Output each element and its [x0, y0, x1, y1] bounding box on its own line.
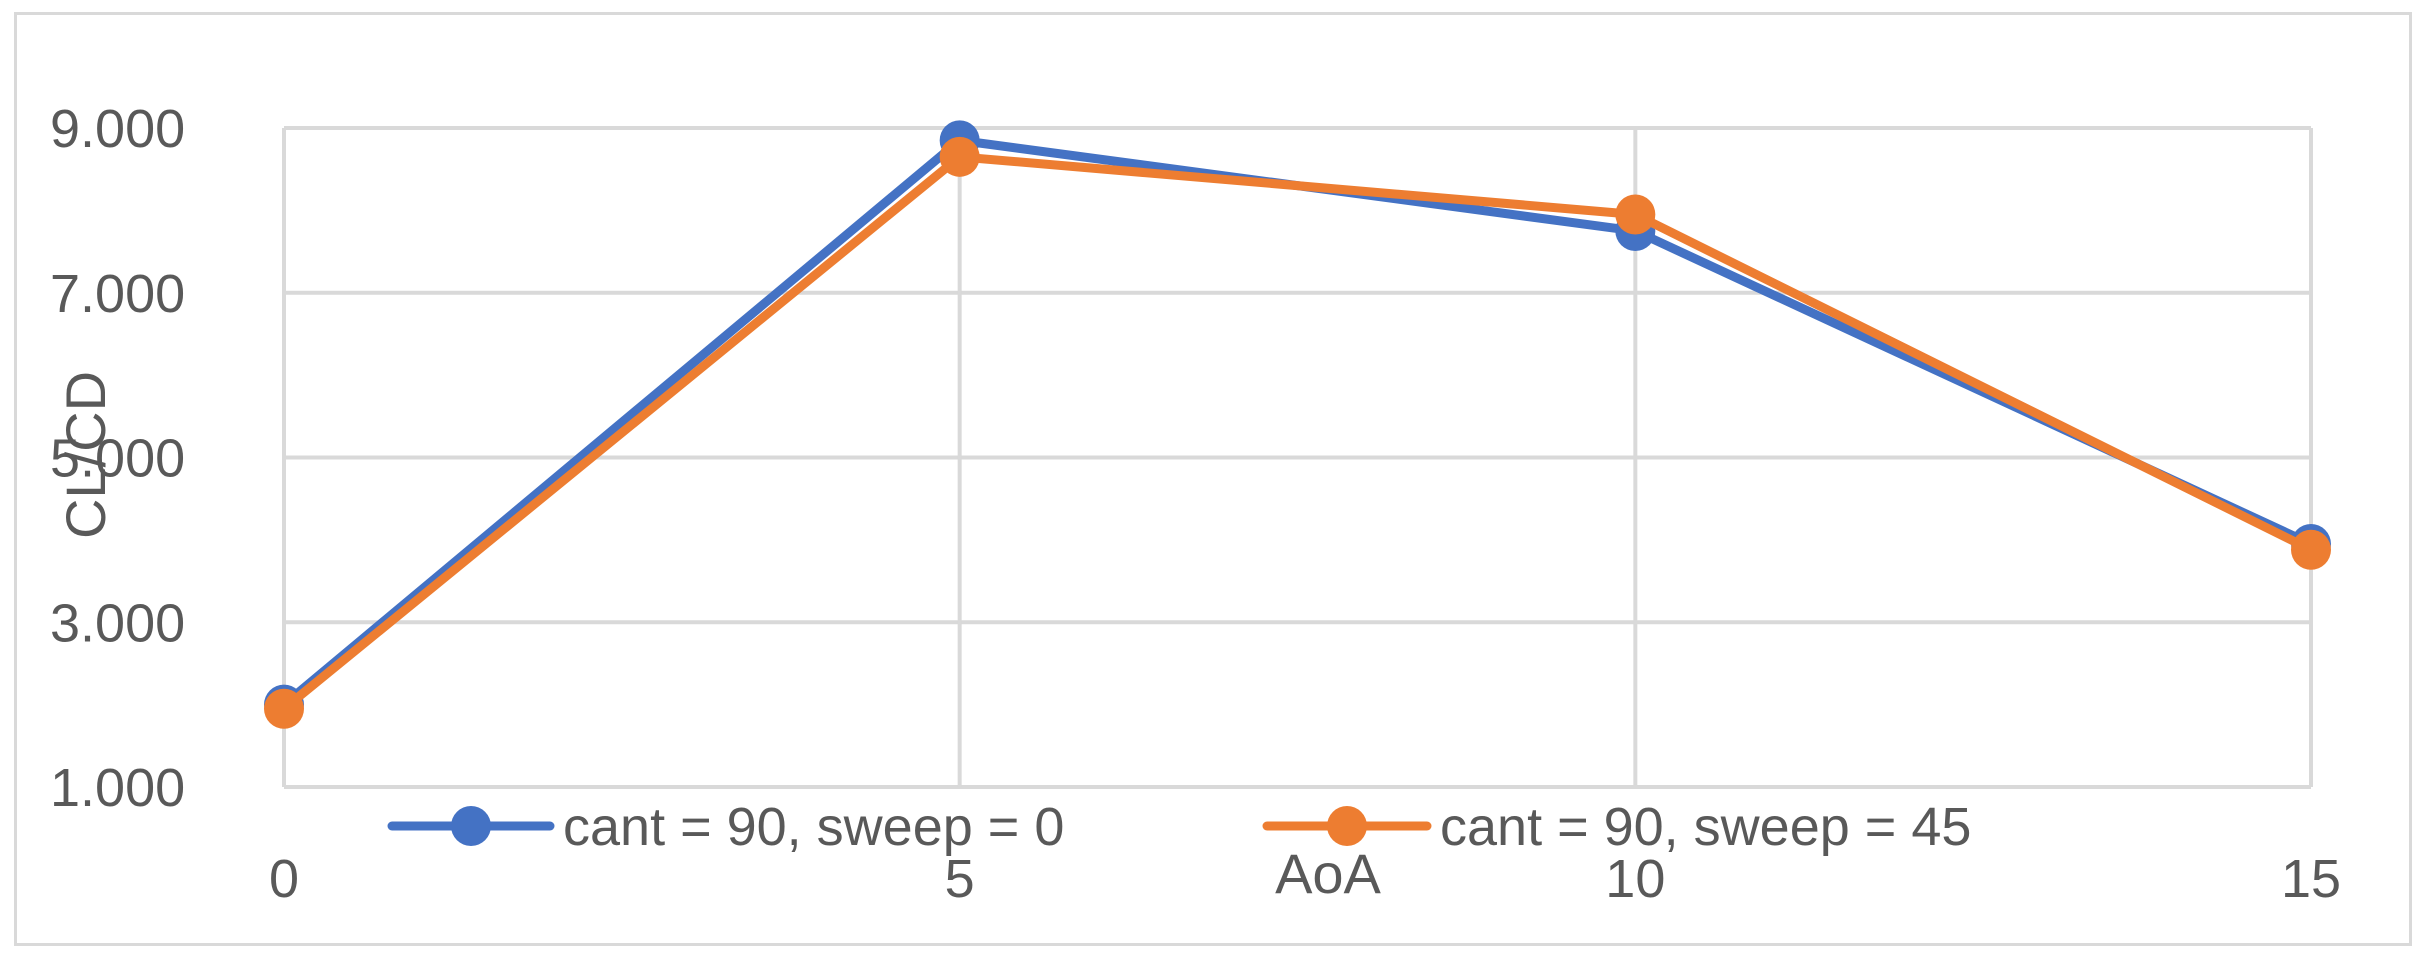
series-lines — [264, 120, 2331, 729]
series-1 — [264, 120, 2331, 725]
data-point — [939, 136, 980, 177]
grid-lines — [282, 126, 2313, 789]
data-point — [2291, 529, 2331, 570]
data-point — [264, 688, 304, 729]
legend: cant = 90, sweep = 0 cant = 90, sweep = 4… — [387, 797, 1971, 857]
chart-frame — [14, 12, 2412, 946]
legend-item-1: cant = 90, sweep = 0 — [387, 797, 1064, 857]
series-2 — [264, 136, 2331, 729]
legend-item-2: cant = 90, sweep = 45 — [1262, 797, 1971, 857]
legend-label: cant = 90, sweep = 0 — [563, 797, 1064, 857]
x-tick-label: 10 — [1605, 849, 1665, 909]
y-tick-label: 7.000 — [50, 264, 185, 324]
legend-label: cant = 90, sweep = 45 — [1440, 797, 1971, 857]
data-point — [1615, 194, 1656, 235]
series-line — [279, 152, 2316, 714]
x-axis-title: AoA — [1275, 842, 1381, 905]
y-tick-label: 5.000 — [50, 429, 185, 489]
x-tick-label: 0 — [269, 849, 299, 909]
y-tick-label: 1.000 — [50, 758, 185, 818]
legend-swatch-marker — [451, 806, 491, 846]
y-axis-title: CL/CD — [54, 371, 117, 539]
x-tick-labels: 0 5 10 15 — [269, 849, 2341, 909]
y-tick-label: 9.000 — [50, 99, 185, 159]
legend-swatch-marker — [1327, 806, 1367, 846]
y-tick-label: 3.000 — [50, 593, 185, 653]
y-tick-labels: 1.000 3.000 5.000 7.000 9.000 — [50, 99, 185, 818]
x-tick-label: 5 — [945, 849, 975, 909]
series-line — [279, 135, 2316, 710]
x-tick-label: 15 — [2281, 849, 2341, 909]
